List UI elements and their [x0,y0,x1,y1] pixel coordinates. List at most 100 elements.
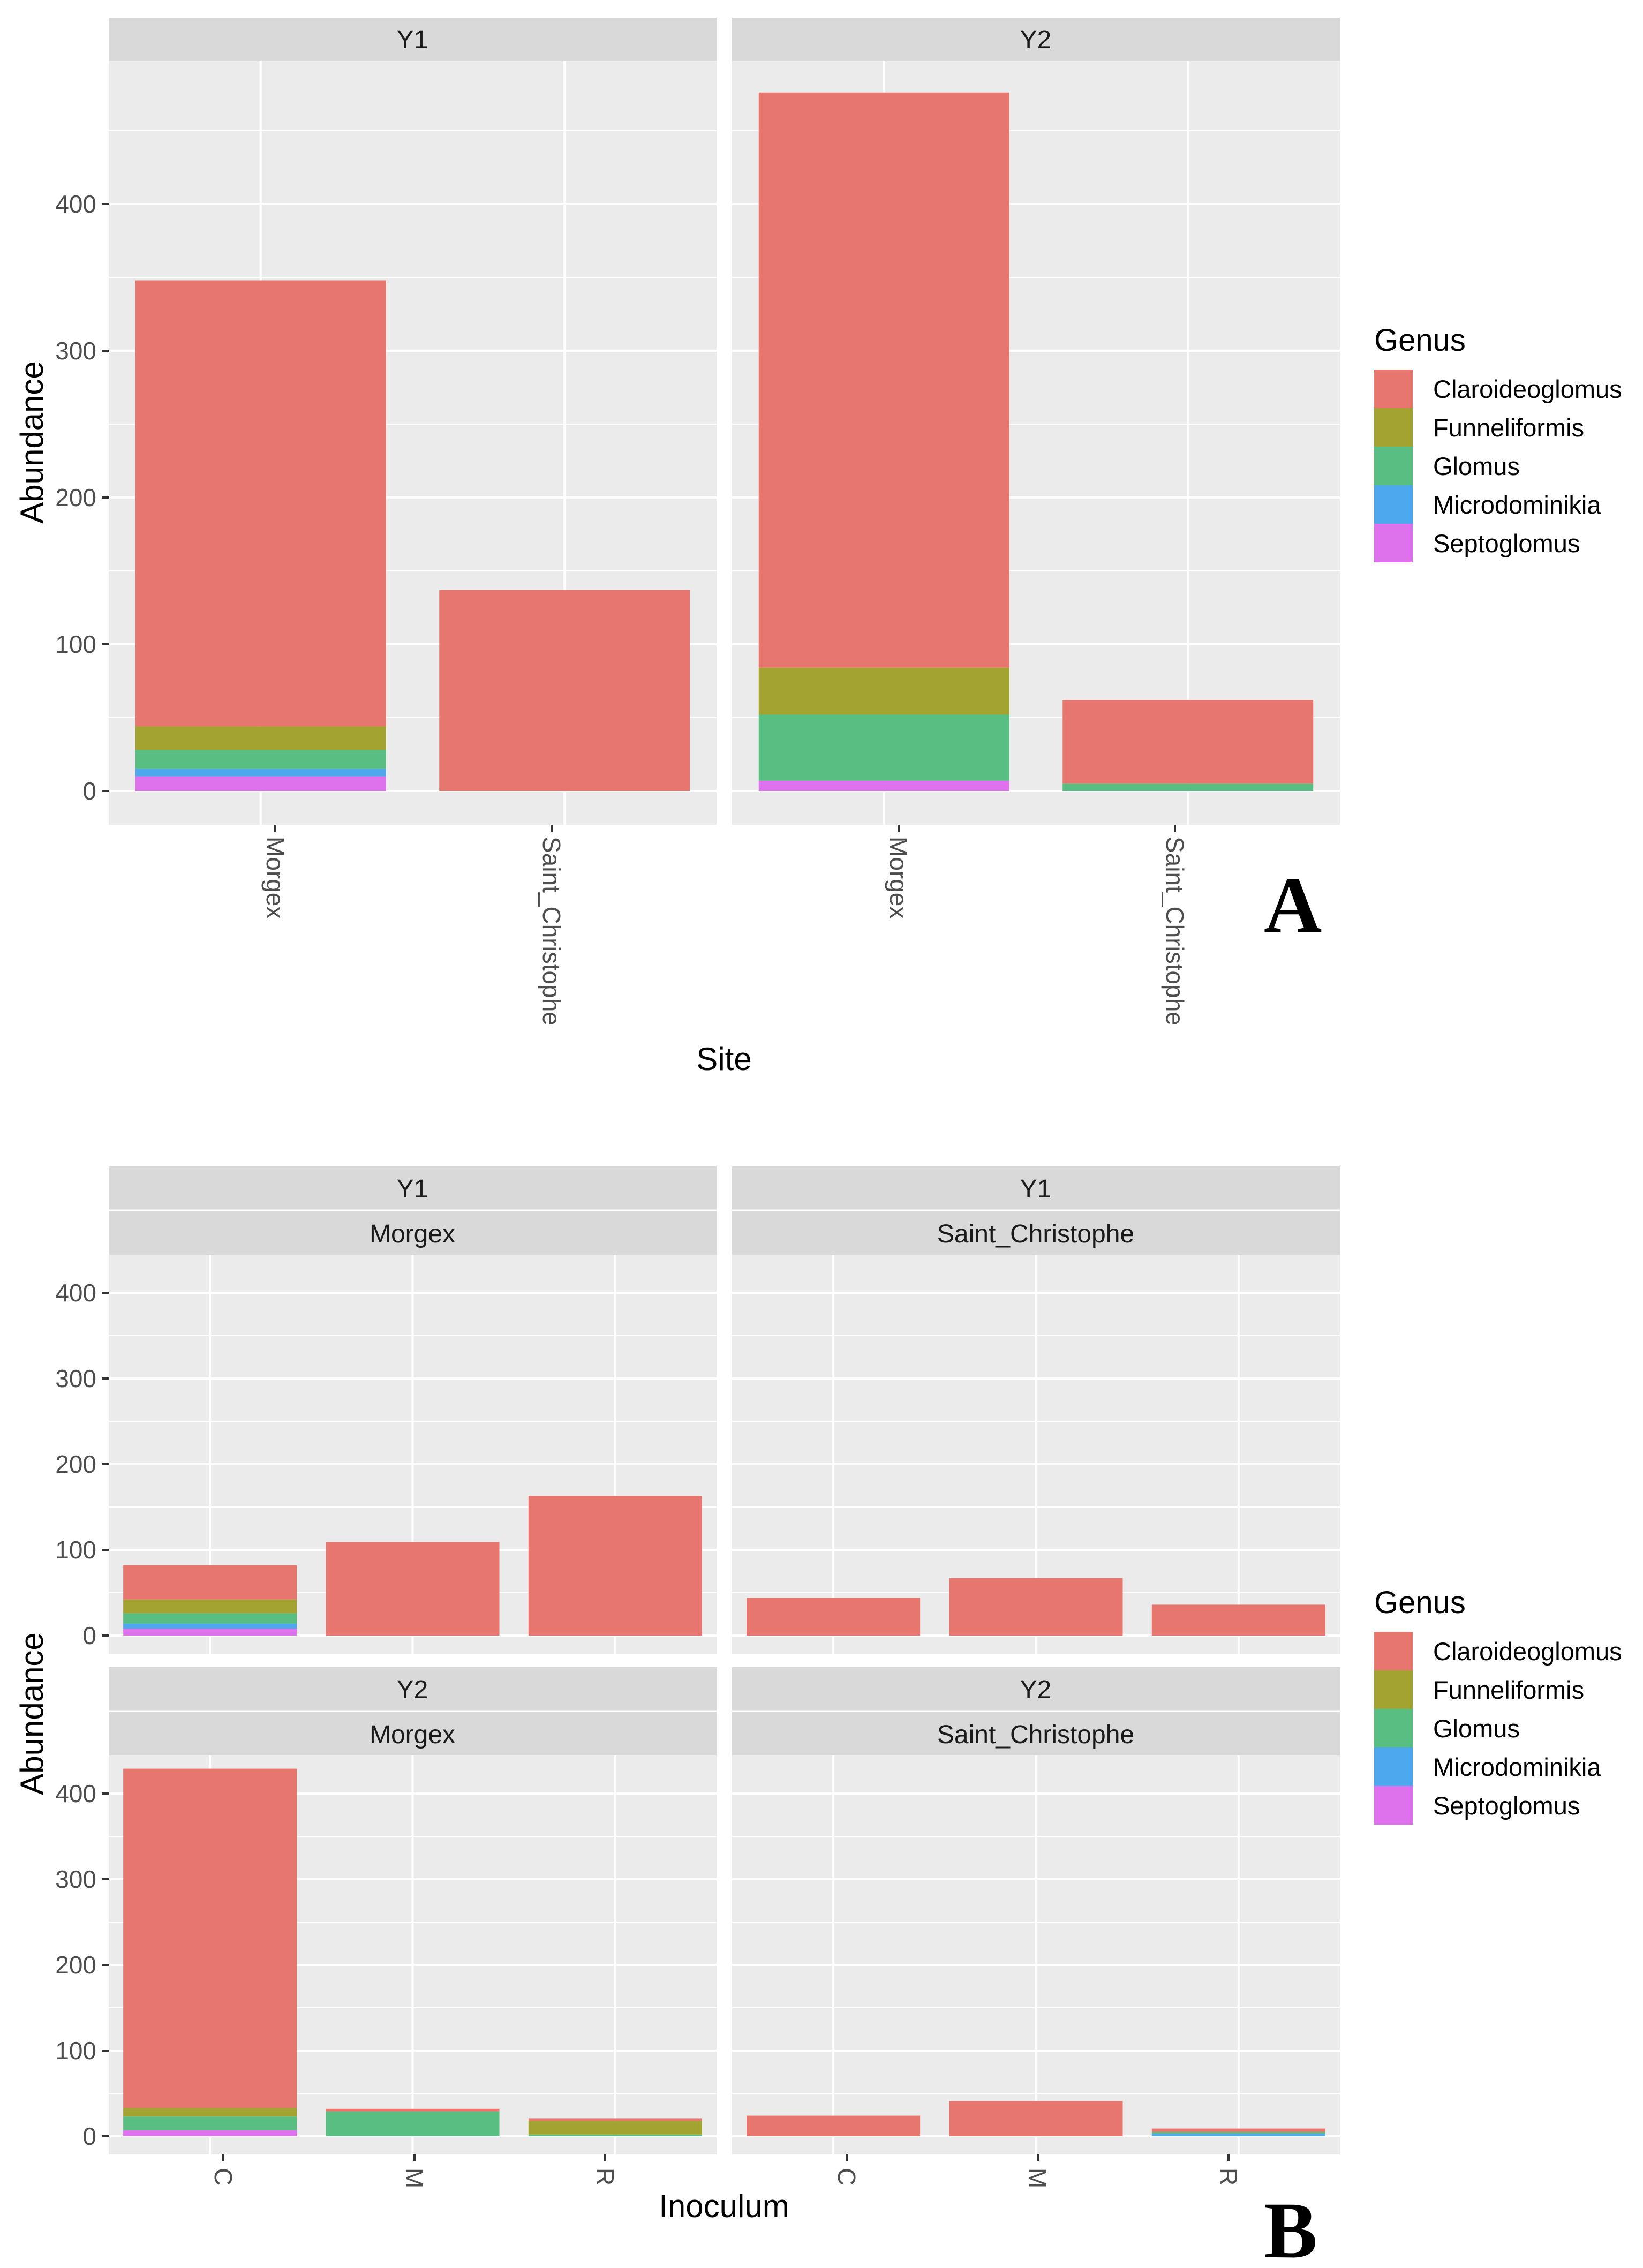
bar-y2-saint-christophe-r-glomus [1151,2132,1325,2134]
legend-label: Claroideoglomus [1433,1637,1622,1666]
y-tick-label: 0 [82,777,96,805]
legend-label: Glomus [1433,1714,1520,1743]
legend-key-septoglomus [1374,524,1413,562]
bar-y2-morgex-septoglomus [758,780,1009,791]
x-tick-label: C [833,2168,861,2186]
legend-a: Genus Claroideoglomus Funneliformis Glom… [1374,323,1622,562]
x-axis-b: C M R C M R [209,2154,1242,2188]
legend-key-claroideoglomus [1374,370,1413,408]
bar-y2-morgex-glomus [758,714,1009,781]
y-tick-label: 300 [55,337,96,365]
bars-b-y2-morgex [123,1768,702,2136]
legend-key-glomus [1374,447,1413,485]
x-tick-label: Morgex [885,837,913,918]
x-tick-label: Saint_Christophe [1161,837,1189,1026]
bar-y1-morgex-c-claroideoglomus [123,1565,297,1600]
x-tick-label: R [591,2168,619,2186]
y-tick-label: 400 [55,1279,96,1307]
bar-y1-morgex-microdominikia [135,768,386,777]
legend-label: Septoglomus [1433,529,1580,557]
y-tick-label: 100 [55,2037,96,2064]
bar-y1-morgex-glomus [135,750,386,769]
bar-y1-morgex-funneliformis [135,726,386,750]
bars-b-y1-morgex [123,1496,702,1636]
bar-y1-morgex-claroideoglomus [135,280,386,727]
bars-a-y2 [758,92,1314,791]
legend-label: Claroideoglomus [1433,375,1622,403]
bar-y2-morgex-c-septoglomus [123,2130,297,2136]
bar-y2-morgex-c-glomus [123,2116,297,2130]
bars-b-y1-saint-christophe [747,1578,1325,1636]
bar-y1-morgex-r-claroideoglomus [528,1496,702,1636]
bar-y2-morgex-m-glomus [326,2111,500,2136]
bar-y1-saint-christophe-claroideoglomus [439,590,690,791]
bar-y2-morgex-r-glomus [528,2134,702,2136]
x-tick-label: C [209,2168,237,2186]
bar-y2-morgex-c-claroideoglomus [123,1768,297,2108]
y-axis-a: 0 100 200 300 400 [55,190,109,805]
y-tick-label: 400 [55,190,96,218]
bar-y2-morgex-r-claroideoglomus [528,2118,702,2121]
legend-key-microdominikia [1374,485,1413,524]
legend-b: Genus Claroideoglomus Funneliformis Glom… [1374,1585,1622,1825]
y-tick-label: 200 [55,484,96,511]
strip-a-y2-label: Y2 [1020,26,1052,54]
y-tick-label: 400 [55,1780,96,1807]
x-tick-label: M [401,2168,428,2188]
y-tick-label: 200 [55,1951,96,1979]
bars-b-y2-saint-christophe [747,2101,1325,2136]
y-axis-b-top: 0 100 200 300 400 [55,1279,109,1649]
y-axis-title-a: Abundance [14,361,50,524]
legend-label: Microdominikia [1433,491,1601,519]
bar-y2-morgex-funneliformis [758,667,1009,715]
panel-letter-a: A [1264,861,1322,950]
strip-a-y2 [732,18,1340,61]
strip-a-y1-label: Y1 [397,26,428,54]
bar-y2-saint-christophe-c-claroideoglomus [747,2115,921,2136]
y-tick-label: 300 [55,1865,96,1893]
x-axis-a: Morgex Saint_Christophe Morgex Saint_Chr… [261,825,1189,1026]
legend-label: Funneliformis [1433,1676,1584,1704]
x-tick-label: Morgex [261,837,289,918]
strip-b-y1-sc-year: Y1 [1020,1175,1052,1203]
strip-b-y1-sc-site: Saint_Christophe [937,1220,1134,1248]
bar-y1-morgex-c-septoglomus [123,1629,297,1636]
y-tick-label: 200 [55,1450,96,1478]
y-tick-label: 100 [55,1536,96,1564]
legend-title: Genus [1374,1585,1466,1620]
bar-y2-saint-christophe-r-microdominikia [1151,2134,1325,2136]
strip-b-y2-sc-year: Y2 [1020,1676,1052,1704]
bar-y2-saint-christophe-m-claroideoglomus [949,2101,1123,2136]
legend-key-septoglomus [1374,1786,1413,1825]
legend-label: Septoglomus [1433,1791,1580,1820]
bar-y1-morgex-c-microdominikia [123,1623,297,1629]
bar-y2-saint-christophe-claroideoglomus [1062,700,1314,784]
legend-key-funneliformis [1374,1670,1413,1709]
legend-label: Funneliformis [1433,413,1584,442]
panel-letter-b: B [1264,2186,1317,2268]
legend-label: Microdominikia [1433,1753,1601,1781]
bar-y2-morgex-m-claroideoglomus [326,2108,500,2112]
strip-a-y1 [109,18,717,61]
bars-a-y1 [135,280,690,791]
bar-y1-morgex-c-glomus [123,1613,297,1624]
strip-b-y1-morgex-site: Morgex [370,1220,455,1248]
bar-y1-morgex-c-funneliformis [123,1599,297,1614]
legend-title: Genus [1374,323,1466,358]
bar-y1-morgex-m-claroideoglomus [326,1542,500,1636]
y-tick-label: 300 [55,1365,96,1392]
legend-key-glomus [1374,1709,1413,1747]
legend-key-claroideoglomus [1374,1632,1413,1670]
x-axis-title-b: Inoculum [659,2188,789,2224]
legend-key-microdominikia [1374,1747,1413,1786]
bar-y2-morgex-claroideoglomus [758,92,1009,668]
legend-key-funneliformis [1374,408,1413,447]
x-axis-title-a: Site [696,1041,751,1077]
y-tick-label: 100 [55,630,96,658]
figure-b: Y1 Morgex Y1 Saint_Christophe Y2 Morgex … [14,1166,1622,2268]
bar-y2-saint-christophe-r-claroideoglomus [1151,2128,1325,2132]
legend-label: Glomus [1433,452,1520,480]
bar-y2-morgex-r-funneliformis [528,2121,702,2135]
bar-y1-saint-christophe-r-claroideoglomus [1151,1604,1325,1636]
